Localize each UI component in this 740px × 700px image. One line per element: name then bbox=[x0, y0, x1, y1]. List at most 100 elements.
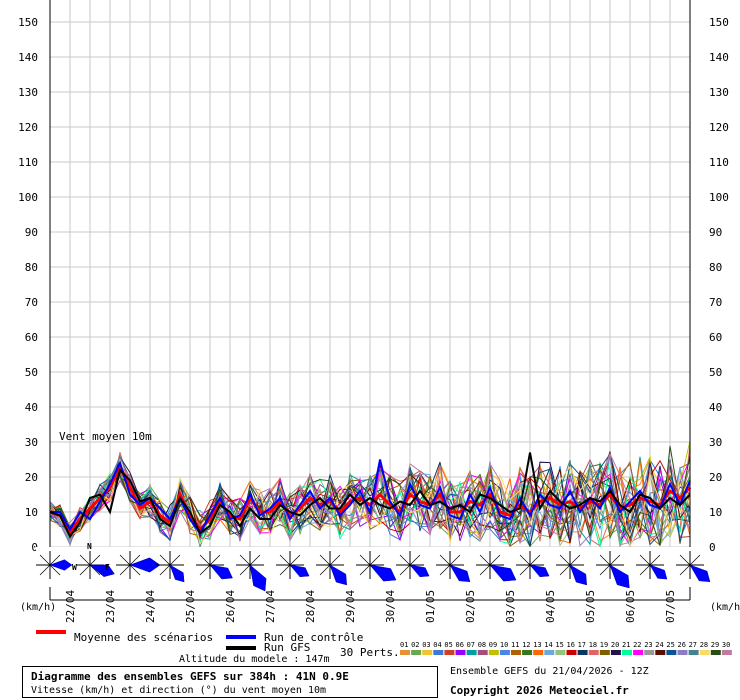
y-tick-right: 120 bbox=[709, 121, 729, 134]
ylabel-left: (km/h) bbox=[20, 602, 56, 613]
legend-pert-number: 19 bbox=[600, 641, 608, 649]
legend-pert-number: 23 bbox=[644, 641, 652, 649]
legend-pert-swatch bbox=[566, 650, 577, 655]
legend-pert-number: 14 bbox=[544, 641, 552, 649]
legend-pert-swatch bbox=[599, 650, 610, 655]
legend-pert-number: 22 bbox=[633, 641, 641, 649]
legend-pert-number: 24 bbox=[655, 641, 663, 649]
legend-pert-number: 10 bbox=[500, 641, 508, 649]
legend-pert-swatch bbox=[610, 650, 621, 655]
chart-axes: 0 0 10 10 20 20 30 30 40 40 50 50 60 60 70 70 80 80 90 90 10… bbox=[18, 0, 740, 613]
legend-pert-swatch bbox=[577, 650, 588, 655]
chart-legend: Moyenne des scénarios Run de contrôleRun … bbox=[36, 630, 732, 659]
y-tick-left: 40 bbox=[25, 401, 38, 414]
legend-pert-swatch bbox=[699, 650, 710, 655]
legend-pert-swatch bbox=[411, 650, 422, 655]
legend-pert-swatch bbox=[633, 650, 644, 655]
perturbation-line bbox=[49, 452, 691, 546]
y-tick-right: 80 bbox=[709, 261, 722, 274]
legend-pert-number: 29 bbox=[711, 641, 719, 649]
perturbation-line bbox=[49, 451, 691, 544]
legend-pert-number: 09 bbox=[489, 641, 497, 649]
y-tick-left: 0 bbox=[31, 541, 38, 554]
legend-pert-swatch bbox=[444, 650, 455, 655]
date-tick-labels: 22/04 23/04 24/04 25/04 26/04 27/04 28/04 29/04… bbox=[64, 590, 677, 623]
perturbation-line bbox=[49, 452, 691, 547]
y-tick-right: 150 bbox=[709, 16, 729, 29]
wind-direction-row: N W E bbox=[36, 542, 711, 592]
legend-pert-number: 07 bbox=[467, 641, 475, 649]
date-label: 22/04 bbox=[64, 590, 77, 623]
legend-pert-swatch bbox=[655, 650, 666, 655]
y-tick-right: 140 bbox=[709, 51, 729, 64]
legend-gfs-label: Run GFS bbox=[264, 641, 310, 654]
y-tick-left: 130 bbox=[18, 86, 38, 99]
y-tick-left: 60 bbox=[25, 331, 38, 344]
legend-pert-swatch bbox=[433, 650, 444, 655]
date-label: 07/05 bbox=[664, 590, 677, 623]
copyright: Copyright 2026 Meteociel.fr bbox=[450, 684, 629, 697]
legend-pert-number: 21 bbox=[622, 641, 630, 649]
date-label: 23/04 bbox=[104, 590, 117, 623]
y-tick-right: 0 bbox=[709, 541, 716, 554]
date-label: 02/05 bbox=[464, 590, 477, 623]
y-tick-left: 50 bbox=[25, 366, 38, 379]
main-series-lines bbox=[49, 452, 692, 539]
date-label: 01/05 bbox=[424, 590, 437, 623]
legend-pert-swatch bbox=[588, 650, 599, 655]
date-label: 26/04 bbox=[224, 590, 237, 623]
date-label: 25/04 bbox=[184, 590, 197, 623]
y-tick-left: 90 bbox=[25, 226, 38, 239]
y-tick-left: 140 bbox=[18, 51, 38, 64]
legend-pert-swatch bbox=[455, 650, 466, 655]
y-tick-right: 40 bbox=[709, 401, 722, 414]
wind-rose-petal bbox=[289, 564, 310, 578]
legend-pert-number: 17 bbox=[578, 641, 586, 649]
panel-label: Vent moyen 10m bbox=[59, 430, 152, 443]
legend-pert-swatch bbox=[511, 650, 521, 655]
y-tick-right: 50 bbox=[709, 366, 722, 379]
legend-pert-number: 08 bbox=[478, 641, 486, 649]
y-tick-left: 80 bbox=[25, 261, 38, 274]
legend-pert-swatch bbox=[477, 650, 488, 655]
legend-perts-label: 30 Perts. bbox=[340, 646, 400, 659]
wind-rose-petal bbox=[689, 564, 711, 582]
info-box: Diagramme des ensembles GEFS sur 384h : … bbox=[22, 666, 438, 698]
wind-rose-petal bbox=[49, 559, 73, 571]
y-tick-right: 130 bbox=[709, 86, 729, 99]
legend-pert-number: 06 bbox=[456, 641, 464, 649]
legend-pert-swatch bbox=[555, 650, 566, 655]
date-label: 06/05 bbox=[624, 590, 637, 623]
compass-w: W bbox=[72, 563, 77, 572]
legend-pert-number: 28 bbox=[700, 641, 708, 649]
legend-pert-swatch bbox=[422, 650, 433, 655]
legend-pert-swatch bbox=[677, 650, 688, 655]
legend-pert-swatch bbox=[400, 650, 410, 655]
legend-pert-number: 27 bbox=[689, 641, 697, 649]
perturbation-line bbox=[49, 454, 691, 547]
date-label: 30/04 bbox=[384, 590, 397, 623]
y-tick-right: 70 bbox=[709, 296, 722, 309]
legend-pert-number: 05 bbox=[444, 641, 452, 649]
wind-rose-petal bbox=[209, 564, 233, 580]
legend-pert-number: 03 bbox=[422, 641, 430, 649]
legend-pert-number: 16 bbox=[567, 641, 575, 649]
legend-pert-number: 04 bbox=[433, 641, 441, 649]
date-label: 04/05 bbox=[544, 590, 557, 623]
legend-pert-number: 20 bbox=[611, 641, 619, 649]
compass-e: E bbox=[105, 563, 110, 572]
legend-pert-swatch bbox=[622, 650, 632, 655]
wind-rose-petal bbox=[369, 564, 397, 582]
wind-rose-petal bbox=[249, 564, 267, 592]
ylabel-right: (km/h) bbox=[710, 602, 740, 613]
legend-pert-number: 12 bbox=[522, 641, 530, 649]
wind-rose-petal bbox=[649, 564, 668, 580]
legend-pert-swatch bbox=[488, 650, 499, 655]
wind-rose-petal bbox=[409, 564, 430, 578]
legend-mean-label: Moyenne des scénarios bbox=[74, 631, 213, 644]
wind-rose-petal bbox=[449, 564, 471, 582]
y-tick-left: 100 bbox=[18, 191, 38, 204]
date-label: 03/05 bbox=[504, 590, 517, 623]
legend-pert-swatch bbox=[710, 650, 721, 655]
